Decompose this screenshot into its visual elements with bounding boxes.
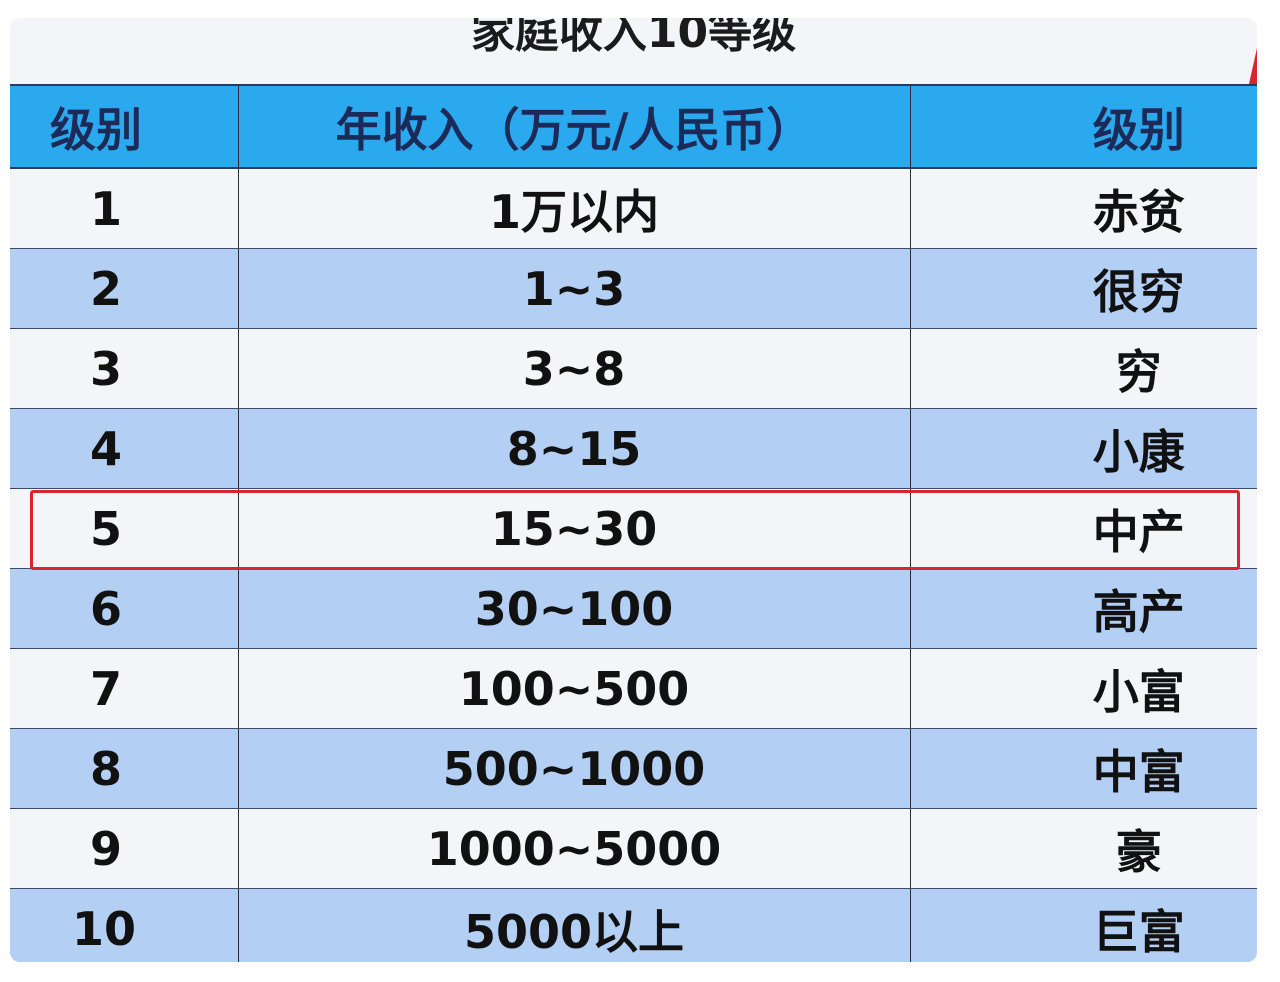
cell-class: 穷: [909, 328, 1257, 409]
cell-level: 9: [10, 808, 239, 889]
table-title: 家庭收入10等级: [10, 18, 1257, 84]
cell-annual-income: 5000以上: [237, 888, 911, 962]
cell-annual-income: 3~8: [237, 328, 911, 409]
header-annual-income: 年收入（万元/人民币）: [237, 84, 911, 169]
cell-class: 很穷: [909, 248, 1257, 329]
cell-level: 6: [10, 568, 239, 649]
table-row: 3 3~8 穷: [10, 328, 1257, 409]
income-table-card: 家庭收入10等级 级别 年收入（万元/人民币） 级别 1 1万以内 赤贫 2 1~3 很穷…: [10, 18, 1257, 962]
cell-annual-income: 100~500: [237, 648, 911, 729]
cell-class: 中产: [909, 488, 1257, 569]
cell-level: 4: [10, 408, 239, 489]
cell-annual-income: 8~15: [237, 408, 911, 489]
table-row: 6 30~100 高产: [10, 568, 1257, 649]
table-row: 8 500~1000 中富: [10, 728, 1257, 809]
cell-class: 豪: [909, 808, 1257, 889]
cell-level: 8: [10, 728, 239, 809]
table-row: 10 5000以上 巨富: [10, 888, 1257, 962]
cell-annual-income: 1000~5000: [237, 808, 911, 889]
table-header-row: 级别 年收入（万元/人民币） 级别: [10, 84, 1257, 169]
cell-class: 小富: [909, 648, 1257, 729]
cell-class: 赤贫: [909, 168, 1257, 249]
cell-level: 3: [10, 328, 239, 409]
cell-level: 2: [10, 248, 239, 329]
table-row: 7 100~500 小富: [10, 648, 1257, 729]
table-row: 2 1~3 很穷: [10, 248, 1257, 329]
income-level-table: 级别 年收入（万元/人民币） 级别 1 1万以内 赤贫 2 1~3 很穷 3 3~8 穷 4 8~1…: [10, 84, 1257, 962]
table-row: 4 8~15 小康: [10, 408, 1257, 489]
cell-annual-income: 1万以内: [237, 168, 911, 249]
cell-level: 1: [10, 168, 239, 249]
cell-annual-income: 500~1000: [237, 728, 911, 809]
table-row: 1 1万以内 赤贫: [10, 168, 1257, 249]
cell-class: 巨富: [909, 888, 1257, 962]
cell-annual-income: 30~100: [237, 568, 911, 649]
cell-annual-income: 1~3: [237, 248, 911, 329]
cell-class: 中富: [909, 728, 1257, 809]
header-class: 级别: [909, 84, 1257, 169]
table-row: 9 1000~5000 豪: [10, 808, 1257, 889]
cell-class: 高产: [909, 568, 1257, 649]
cell-level: 7: [10, 648, 239, 729]
cell-class: 小康: [909, 408, 1257, 489]
cell-annual-income: 15~30: [237, 488, 911, 569]
cell-level: 5: [10, 488, 239, 569]
cell-level: 10: [10, 888, 239, 962]
red-edge-mark: [1249, 48, 1257, 84]
table-row: 5 15~30 中产: [10, 488, 1257, 569]
header-level: 级别: [10, 84, 239, 169]
table-title-text: 家庭收入10等级: [470, 18, 797, 58]
